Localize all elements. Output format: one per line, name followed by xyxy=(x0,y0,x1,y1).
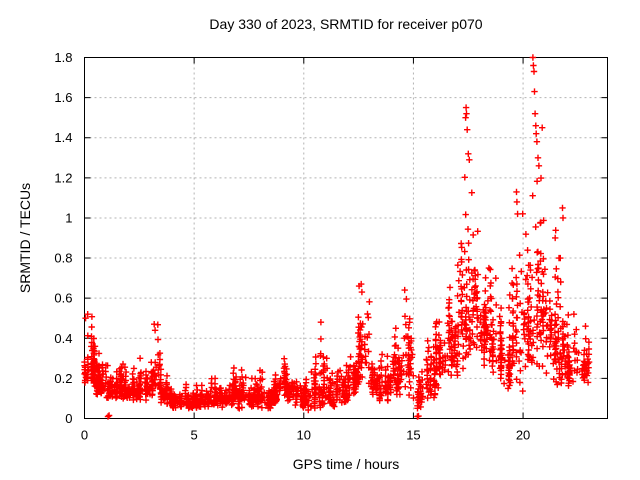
x-tick-label: 0 xyxy=(81,428,88,443)
chart-title: Day 330 of 2023, SRMTID for receiver p07… xyxy=(209,16,483,32)
y-axis-label: SRMTID / TECUs xyxy=(17,182,33,294)
x-axis-label: GPS time / hours xyxy=(292,456,400,472)
x-tick-label: 20 xyxy=(516,428,530,443)
y-tick-label: 1.4 xyxy=(54,130,72,145)
y-tick-label: 1.2 xyxy=(54,170,72,185)
y-tick-label: 1.8 xyxy=(54,50,72,65)
x-tick-label: 5 xyxy=(191,428,198,443)
y-tick-label: 0 xyxy=(65,411,72,426)
y-tick-label: 1 xyxy=(65,210,72,225)
plot-border xyxy=(84,57,608,419)
tick-marks xyxy=(84,57,608,419)
scatter-points xyxy=(81,54,593,420)
y-tick-label: 1.6 xyxy=(54,90,72,105)
y-tick-label: 0.4 xyxy=(54,331,72,346)
x-tick-label: 10 xyxy=(297,428,311,443)
x-tick-label: 15 xyxy=(406,428,420,443)
y-tick-label: 0.6 xyxy=(54,291,72,306)
y-tick-label: 0.8 xyxy=(54,251,72,266)
y-tick-label: 0.2 xyxy=(54,371,72,386)
